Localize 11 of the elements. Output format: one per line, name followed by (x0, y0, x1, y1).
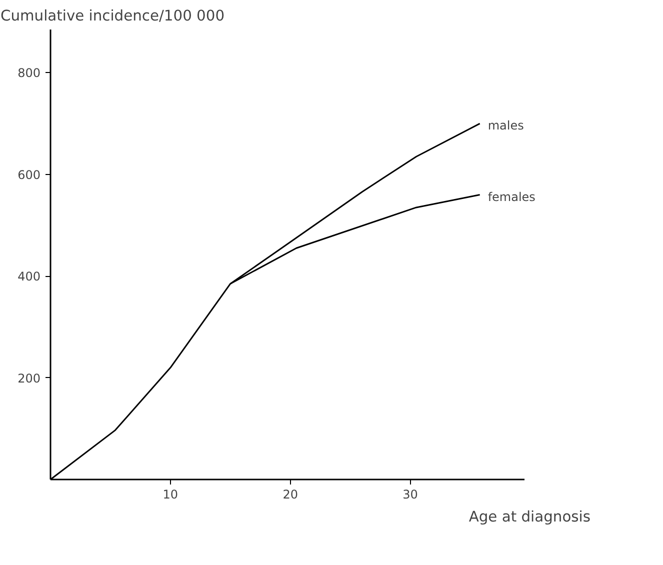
x-tick-label: 20 (282, 488, 298, 502)
x-tick-label: 10 (162, 488, 178, 502)
y-tick-label: 600 (18, 168, 40, 182)
x-tick-label: 30 (402, 488, 418, 502)
y-tick-label: 800 (18, 66, 40, 80)
x-axis-title: Age at diagnosis (468, 508, 591, 526)
y-tick-label: 200 (18, 371, 40, 386)
y-tick-label: 400 (18, 270, 40, 284)
series-label: males (488, 118, 524, 133)
series-label: females (488, 190, 536, 204)
y-axis-title: Cumulative incidence/100 000 (0, 8, 225, 24)
